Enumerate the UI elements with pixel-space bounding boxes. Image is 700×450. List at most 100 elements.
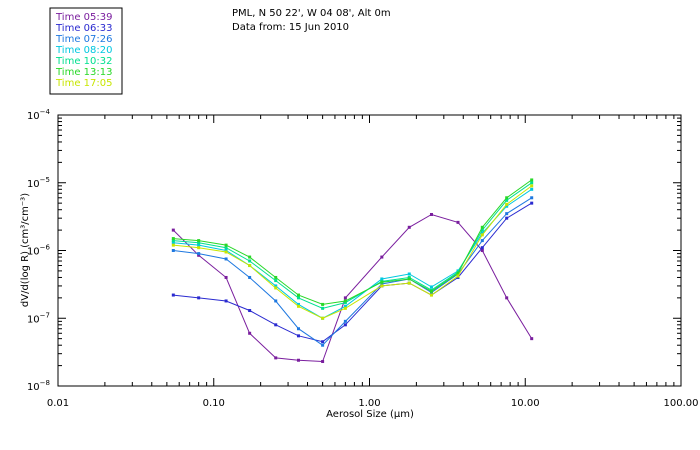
data-point — [380, 284, 384, 288]
data-point — [429, 293, 433, 297]
data-point — [343, 306, 347, 310]
legend-box — [49, 7, 123, 95]
data-point — [380, 282, 384, 286]
series-line — [173, 202, 532, 343]
data-point — [274, 275, 278, 279]
data-point — [296, 293, 300, 297]
data-point — [407, 281, 411, 285]
data-point — [224, 250, 228, 254]
data-point — [248, 331, 252, 335]
data-point — [274, 284, 278, 288]
data-point — [480, 225, 484, 229]
data-point — [296, 302, 300, 306]
data-point — [343, 323, 347, 327]
series-layer — [171, 178, 534, 363]
y-tick-label: 10−7 — [27, 311, 50, 325]
data-point — [380, 280, 384, 284]
data-point — [248, 309, 252, 313]
legend-entry: Time 06:33 — [55, 23, 112, 34]
data-point — [407, 225, 411, 229]
series-time-05-39 — [171, 212, 534, 363]
data-point — [197, 239, 201, 243]
data-point — [296, 327, 300, 331]
data-point — [380, 255, 384, 259]
plot-frame — [57, 114, 682, 387]
legend-entry: Time 17:05 — [55, 78, 112, 89]
data-point — [171, 239, 175, 243]
data-point — [296, 296, 300, 300]
legend-entry: Time 05:39 — [55, 12, 112, 23]
data-point — [429, 285, 433, 289]
data-point — [456, 274, 460, 278]
data-point — [429, 289, 433, 293]
data-point — [530, 178, 534, 182]
data-point — [197, 243, 201, 247]
series-time-06-33 — [171, 201, 534, 344]
y-tick-label: 10−8 — [27, 379, 50, 393]
data-point — [171, 241, 175, 245]
data-point — [274, 299, 278, 303]
series-line — [173, 197, 532, 346]
axis-ticks: 0.01 0.10 1.00 10.00 100.00 10−8 10−7 10−6 10−5 1… — [27, 108, 699, 409]
data-point — [197, 246, 201, 250]
data-point — [197, 253, 201, 257]
chart-title: PML, N 50 22', W 04 08', Alt 0m — [232, 8, 391, 19]
data-point — [296, 304, 300, 308]
legend-entry: Time 13:13 — [55, 67, 112, 78]
data-point — [274, 286, 278, 290]
x-axis-label: Aerosol Size (μm) — [326, 409, 414, 420]
x-tick-label: 10.00 — [511, 398, 540, 409]
data-point — [296, 358, 300, 362]
data-point — [224, 299, 228, 303]
data-point — [380, 277, 384, 281]
y-tick-label: 10−4 — [27, 108, 51, 122]
series-time-17-05 — [171, 184, 534, 320]
data-point — [505, 212, 509, 216]
data-point — [530, 187, 534, 191]
x-tick-label: 0.10 — [203, 398, 225, 409]
data-point — [530, 181, 534, 185]
data-point — [321, 316, 325, 320]
data-point — [505, 196, 509, 200]
data-point — [171, 228, 175, 232]
series-time-13-13 — [171, 178, 534, 306]
data-point — [456, 220, 460, 224]
data-point — [343, 301, 347, 305]
data-point — [505, 204, 509, 208]
data-point — [197, 241, 201, 245]
data-point — [224, 275, 228, 279]
series-time-07-26 — [171, 196, 534, 347]
x-tick-label: 0.01 — [47, 398, 69, 409]
data-point — [505, 198, 509, 202]
data-point — [429, 212, 433, 216]
data-point — [248, 259, 252, 263]
data-point — [343, 304, 347, 308]
data-point — [530, 337, 534, 341]
data-point — [171, 293, 175, 297]
data-point — [343, 299, 347, 303]
legend-entry: Time 10:32 — [55, 56, 112, 67]
data-point — [530, 196, 534, 200]
data-point — [248, 264, 252, 268]
data-point — [321, 359, 325, 363]
data-point — [321, 340, 325, 344]
legend-entry: Time 07:26 — [55, 34, 112, 45]
data-point — [480, 231, 484, 235]
data-point — [407, 272, 411, 276]
data-point — [321, 302, 325, 306]
x-tick-label: 1.00 — [358, 398, 380, 409]
chart-subtitle: Data from: 15 Jun 2010 — [232, 22, 349, 33]
data-point — [248, 275, 252, 279]
legend-entry: Time 08:20 — [55, 45, 112, 56]
data-point — [296, 334, 300, 338]
data-point — [530, 184, 534, 188]
data-point — [274, 323, 278, 327]
data-point — [224, 246, 228, 250]
y-tick-label: 10−6 — [27, 244, 51, 258]
data-point — [480, 233, 484, 237]
data-point — [456, 271, 460, 275]
data-point — [248, 255, 252, 259]
data-point — [480, 228, 484, 232]
data-point — [274, 279, 278, 283]
